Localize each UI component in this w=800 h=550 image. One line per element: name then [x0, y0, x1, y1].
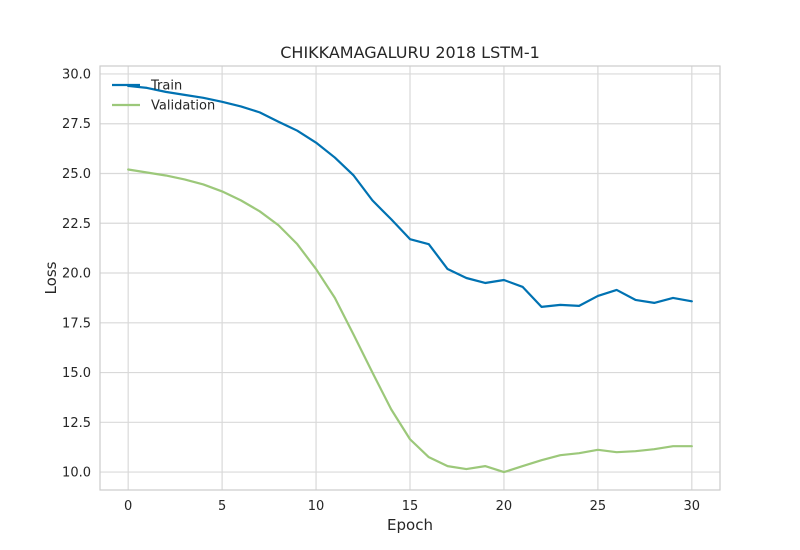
x-tick-label: 30 — [684, 499, 701, 514]
y-axis-title: Loss — [42, 261, 60, 294]
series-line-train — [127, 84, 693, 308]
y-tick-label: 12.5 — [62, 416, 91, 431]
legend-label-train: Train — [150, 79, 182, 94]
legend: Train Validation — [112, 79, 215, 114]
x-tick-label: 5 — [218, 499, 226, 514]
y-tick-label: 27.5 — [62, 117, 91, 132]
legend-label-validation: Validation — [151, 99, 215, 114]
tick-labels: 0 5 10 15 20 25 30 10.0 12.5 15.0 17.5 20.0 22.5 25.0… — [62, 67, 700, 514]
y-tick-label: 10.0 — [62, 466, 91, 481]
x-tick-label: 0 — [124, 499, 132, 514]
y-tick-label: 17.5 — [62, 316, 91, 331]
x-tick-label: 25 — [590, 499, 607, 514]
plot-area-frame — [99, 65, 721, 491]
y-tick-label: 20.0 — [62, 267, 91, 282]
x-axis-title: Epoch — [387, 516, 433, 534]
chart-title: CHIKKAMAGALURU 2018 LSTM-1 — [280, 43, 540, 62]
grid-lines — [100, 66, 720, 490]
y-tick-label: 25.0 — [62, 167, 91, 182]
y-tick-label: 30.0 — [62, 67, 91, 82]
y-tick-label: 15.0 — [62, 366, 91, 381]
x-tick-label: 10 — [308, 499, 325, 514]
x-tick-label: 20 — [496, 499, 513, 514]
x-tick-label: 15 — [402, 499, 419, 514]
series-layer — [127, 84, 693, 474]
y-tick-label: 22.5 — [62, 217, 91, 232]
series-line-validation — [127, 168, 693, 474]
